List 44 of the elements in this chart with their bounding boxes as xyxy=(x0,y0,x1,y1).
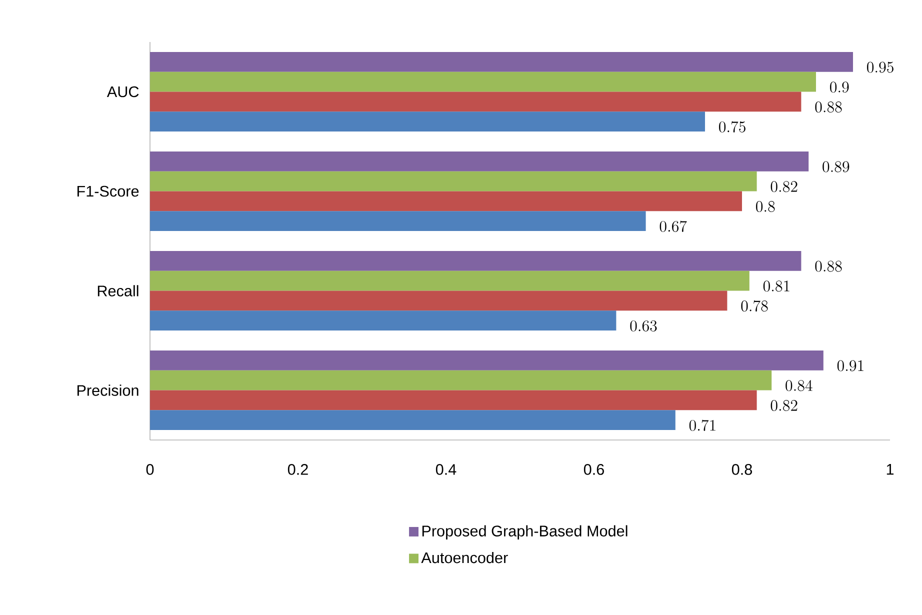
data-label: 0.9 xyxy=(830,82,849,93)
data-label: 0.82 xyxy=(770,400,798,412)
x-tick-label: 0.6 xyxy=(584,464,604,475)
bar xyxy=(150,52,854,72)
bar xyxy=(150,370,772,390)
bar xyxy=(150,211,646,232)
data-label: 0.81 xyxy=(763,280,790,292)
data-label: 0.67 xyxy=(660,220,687,232)
y-tick-label: F1-Score xyxy=(77,186,139,197)
bar xyxy=(150,151,809,172)
data-label: 0.88 xyxy=(815,260,842,272)
y-tick-label: AUC xyxy=(106,86,139,98)
bar xyxy=(150,72,816,92)
bar xyxy=(150,171,757,192)
bar xyxy=(150,92,802,112)
data-label: 0.75 xyxy=(719,121,746,132)
bar xyxy=(150,270,750,291)
bar xyxy=(150,410,676,430)
data-label: 0.89 xyxy=(822,161,850,172)
x-tick-label: 0 xyxy=(146,464,154,475)
y-tick-label: Recall xyxy=(98,285,138,296)
legend-label: Autoencoder xyxy=(421,552,508,564)
data-label: 0.88 xyxy=(815,102,842,113)
legend-label: Proposed Graph-Based Model xyxy=(422,525,628,540)
data-label: 0.82 xyxy=(770,181,798,192)
data-label: 0.63 xyxy=(630,320,657,332)
x-tick-label: 1 xyxy=(886,464,894,475)
data-label: 0.71 xyxy=(689,420,716,431)
data-label: 0.8 xyxy=(756,201,775,212)
x-tick-label: 0.8 xyxy=(732,464,752,475)
x-tick-label: 0.4 xyxy=(436,464,456,475)
data-label: 0.78 xyxy=(741,300,768,312)
bar xyxy=(150,112,706,132)
bar xyxy=(150,310,616,331)
data-label: 0.95 xyxy=(867,62,894,73)
data-label: 0.91 xyxy=(837,360,864,372)
bar xyxy=(150,350,824,370)
bar xyxy=(150,250,802,271)
data-label: 0.84 xyxy=(786,380,812,392)
bar xyxy=(150,290,728,311)
x-tick-label: 0.2 xyxy=(288,464,308,475)
bar xyxy=(150,191,742,212)
y-tick-label: Precision xyxy=(77,384,138,396)
bar xyxy=(150,390,757,410)
